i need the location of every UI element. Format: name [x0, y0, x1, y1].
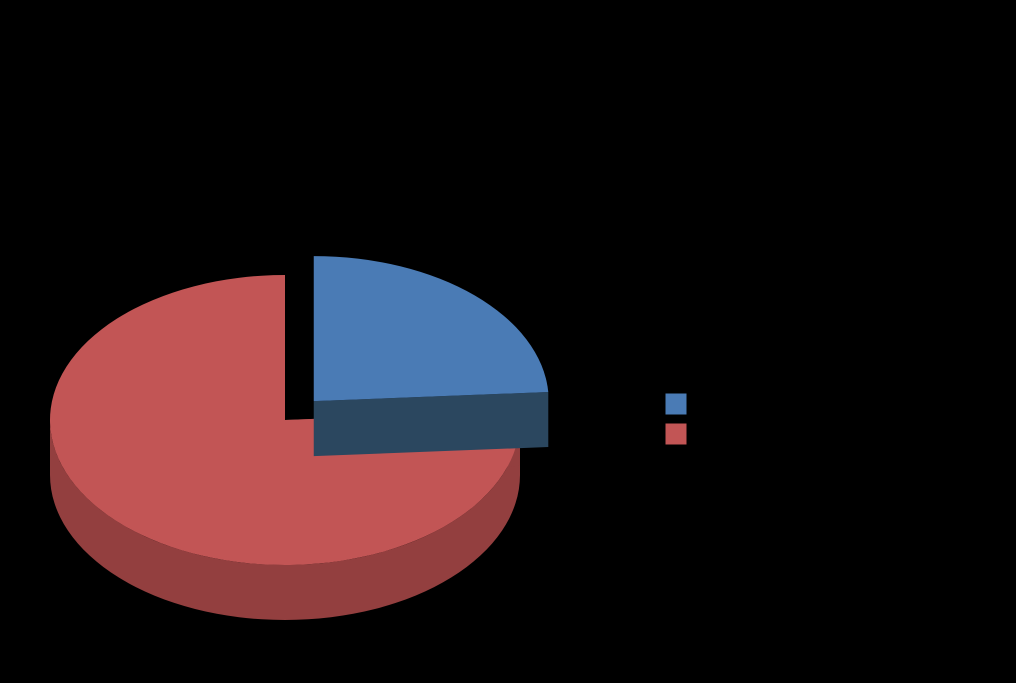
pie-chart-3d: [0, 0, 1016, 683]
pie-chart-svg: [0, 0, 1016, 683]
pie-slice-cut: [314, 392, 549, 456]
legend-swatch: [665, 393, 687, 415]
pie-slice-top: [314, 256, 549, 401]
legend-swatch: [665, 423, 687, 445]
